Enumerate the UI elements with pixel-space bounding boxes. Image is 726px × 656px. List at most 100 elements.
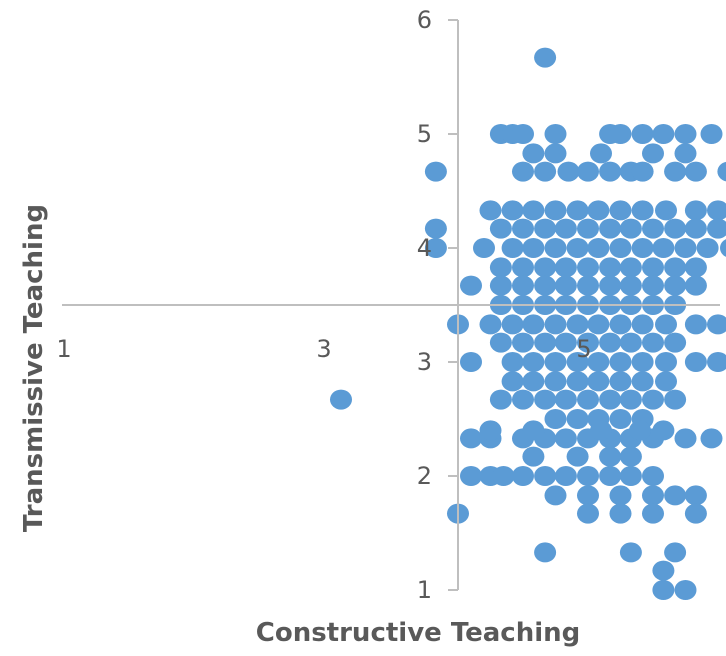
data-point [664, 257, 687, 278]
data-point [664, 389, 687, 410]
data-point [566, 200, 589, 221]
data-point [664, 275, 687, 296]
data-point [522, 352, 545, 372]
data-point [554, 389, 577, 410]
data-point [599, 275, 622, 296]
data-point [619, 446, 642, 467]
data-point [684, 352, 707, 372]
data-point [609, 200, 632, 221]
data-point [642, 389, 664, 410]
y-tick-label: 2 [417, 462, 432, 490]
tick-labels: 1 2 3 4 5 6 1 3 5 [56, 6, 591, 604]
data-point [684, 485, 707, 506]
data-point [577, 389, 599, 410]
axes [62, 19, 720, 591]
data-point [512, 275, 534, 296]
data-point [577, 257, 599, 278]
data-point [489, 257, 512, 278]
data-point [577, 161, 599, 182]
data-point [587, 238, 610, 258]
data-point [577, 503, 599, 524]
data-point [674, 580, 697, 600]
data-point [652, 560, 675, 581]
data-point [619, 542, 642, 563]
y-tick-label: 3 [417, 348, 432, 376]
data-point [587, 314, 610, 335]
data-point [684, 314, 707, 335]
data-point [664, 485, 687, 506]
data-point [631, 238, 654, 258]
data-point [557, 161, 580, 182]
data-point [674, 124, 697, 144]
data-point [512, 218, 534, 239]
data-point [544, 409, 567, 429]
data-point [577, 218, 599, 239]
data-point [534, 218, 557, 239]
data-point [460, 275, 482, 296]
data-point [652, 124, 675, 144]
data-point [522, 314, 545, 335]
data-point [664, 161, 687, 182]
data-point [489, 389, 512, 410]
data-point [707, 218, 726, 239]
data-point [489, 275, 512, 296]
data-point [631, 124, 654, 144]
data-point [587, 200, 610, 221]
data-point [599, 257, 622, 278]
data-point [501, 352, 524, 372]
data-point [489, 218, 512, 239]
data-point [642, 466, 664, 486]
data-point [684, 200, 707, 221]
data-point [534, 542, 557, 563]
data-point [492, 466, 515, 486]
data-point [619, 218, 642, 239]
data-point [512, 124, 534, 144]
data-point [684, 257, 707, 278]
data-point [609, 314, 632, 335]
data-point [642, 275, 664, 296]
data-point [544, 485, 567, 506]
data-point [642, 143, 664, 164]
data-point [631, 161, 654, 182]
data-point [534, 257, 557, 278]
data-point [577, 332, 599, 353]
data-point [684, 218, 707, 239]
x-tick-label: 1 [56, 335, 71, 363]
data-point [599, 389, 622, 410]
data-point [655, 200, 677, 221]
data-point [619, 275, 642, 296]
data-point [664, 218, 687, 239]
data-point [577, 485, 599, 506]
x-tick-label: 5 [576, 335, 591, 363]
data-point [642, 485, 664, 506]
data-point [609, 485, 632, 506]
data-point [512, 332, 534, 353]
data-point [566, 238, 589, 258]
data-point [674, 238, 697, 258]
y-tick-label: 1 [417, 576, 432, 604]
data-point [424, 238, 447, 258]
data-point [664, 332, 687, 353]
data-point [544, 124, 567, 144]
data-point [619, 389, 642, 410]
data-points [330, 47, 726, 600]
data-point [534, 275, 557, 296]
data-point [460, 352, 482, 372]
data-point [534, 466, 557, 486]
data-point [460, 466, 482, 486]
data-point [642, 257, 664, 278]
data-point [512, 389, 534, 410]
data-point [554, 257, 577, 278]
data-point [544, 314, 567, 335]
y-tick-label: 4 [417, 234, 432, 262]
data-point [684, 161, 707, 182]
data-point [599, 218, 622, 239]
data-point [599, 466, 622, 486]
data-point [707, 352, 726, 372]
data-point [590, 143, 612, 164]
data-point [707, 314, 726, 335]
data-point [424, 218, 447, 239]
data-point [424, 161, 447, 182]
data-point [566, 352, 589, 372]
